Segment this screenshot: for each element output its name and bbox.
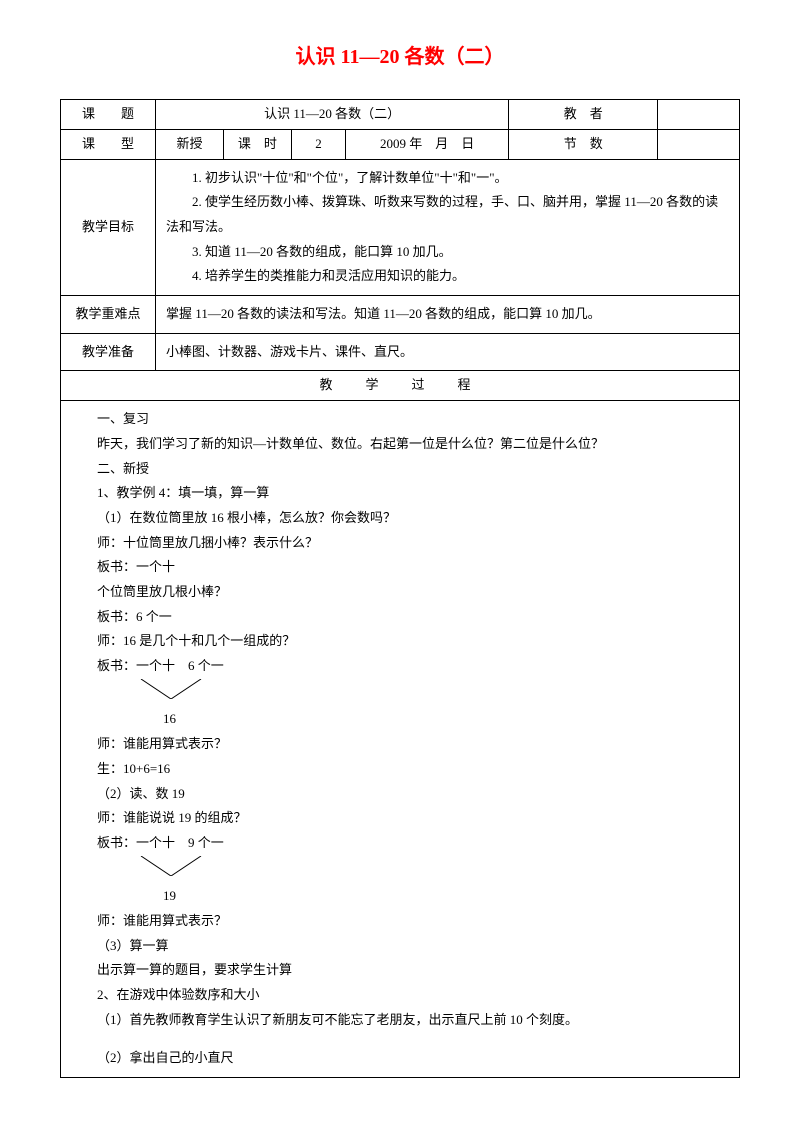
value-keypoints: 掌握 11—20 各数的读法和写法。知道 11—20 各数的组成，能口算 10 … [156, 296, 740, 334]
p16b: 19 [163, 884, 729, 909]
process-body: 一、复习 昨天，我们学习了新的知识—计数单位、数位。右起第一位是什么位？第二位是… [61, 401, 740, 1078]
value-type: 新授 [156, 129, 224, 159]
p21: （1）首先教师教育学生认识了新朋友可不能忘了老朋友，出示直尺上前 10 个刻度。 [71, 1008, 729, 1033]
p3: 二、新授 [71, 457, 729, 482]
p7: 板书：一个十 [71, 555, 729, 580]
label-type: 课 型 [61, 129, 156, 159]
v-lines-icon [131, 856, 211, 876]
row-keypoints: 教学重难点 掌握 11—20 各数的读法和写法。知道 11—20 各数的组成，能… [61, 296, 740, 334]
p14: （2）读、数 19 [71, 782, 729, 807]
page-title: 认识 11—20 各数（二） [60, 40, 740, 69]
p10: 师：16 是几个十和几个一组成的？ [71, 629, 729, 654]
p4: 1、教学例 4：填一填，算一算 [71, 481, 729, 506]
p11b: 16 [163, 707, 729, 732]
p22: （2）拿出自己的小直尺 [71, 1046, 729, 1071]
label-keypoints: 教学重难点 [61, 296, 156, 334]
value-topic: 认识 11—20 各数（二） [156, 100, 509, 130]
p6: 师：十位筒里放几捆小棒？表示什么？ [71, 531, 729, 556]
row-goals: 教学目标 1. 初步认识"十位"和"个位"，了解计数单位"十"和"一"。 2. … [61, 159, 740, 295]
p11: 板书：一个十 6 个一 [71, 654, 729, 679]
p9: 板书：6 个一 [71, 605, 729, 630]
p20: 2、在游戏中体验数序和大小 [71, 983, 729, 1008]
p18: （3）算一算 [71, 934, 729, 959]
value-date: 2009 年 月 日 [346, 129, 509, 159]
label-goals: 教学目标 [61, 159, 156, 295]
value-prep: 小棒图、计数器、游戏卡片、课件、直尺。 [156, 333, 740, 371]
label-teacher: 教 者 [509, 100, 658, 130]
value-teacher [658, 100, 740, 130]
value-period: 2 [291, 129, 345, 159]
label-topic: 课 题 [61, 100, 156, 130]
row-process-header: 教 学 过 程 [61, 371, 740, 401]
goal-line1: 1. 初步认识"十位"和"个位"，了解计数单位"十"和"一"。 [166, 166, 729, 191]
value-goals: 1. 初步认识"十位"和"个位"，了解计数单位"十"和"一"。 2. 使学生经历… [156, 159, 740, 295]
p15: 师：谁能说说 19 的组成？ [71, 806, 729, 831]
p1: 一、复习 [71, 407, 729, 432]
row-topic: 课 题 认识 11—20 各数（二） 教 者 [61, 100, 740, 130]
spacer [71, 1032, 729, 1046]
lesson-table: 课 题 认识 11—20 各数（二） 教 者 课 型 新授 课 时 2 2009… [60, 99, 740, 1078]
p17: 师：谁能用算式表示？ [71, 909, 729, 934]
label-period: 课 时 [223, 129, 291, 159]
label-count: 节 数 [509, 129, 658, 159]
goal-line2: 2. 使学生经历数小棒、拨算珠、听数来写数的过程，手、口、脑并用，掌握 11—2… [166, 190, 729, 239]
row-process-body: 一、复习 昨天，我们学习了新的知识—计数单位、数位。右起第一位是什么位？第二位是… [61, 401, 740, 1078]
v-lines-icon [131, 679, 211, 699]
label-prep: 教学准备 [61, 333, 156, 371]
row-type: 课 型 新授 课 时 2 2009 年 月 日 节 数 [61, 129, 740, 159]
vshape1 [71, 679, 729, 708]
goal-line3: 3. 知道 11—20 各数的组成，能口算 10 加几。 [166, 240, 729, 265]
p16: 板书：一个十 9 个一 [71, 831, 729, 856]
process-header: 教 学 过 程 [61, 371, 740, 401]
goal-line4: 4. 培养学生的类推能力和灵活应用知识的能力。 [166, 264, 729, 289]
p8: 个位筒里放几根小棒？ [71, 580, 729, 605]
p12: 师：谁能用算式表示？ [71, 732, 729, 757]
vshape2 [71, 856, 729, 885]
value-count [658, 129, 740, 159]
p5: （1）在数位筒里放 16 根小棒，怎么放？你会数吗？ [71, 506, 729, 531]
p2: 昨天，我们学习了新的知识—计数单位、数位。右起第一位是什么位？第二位是什么位？ [71, 432, 729, 457]
row-prep: 教学准备 小棒图、计数器、游戏卡片、课件、直尺。 [61, 333, 740, 371]
p19: 出示算一算的题目，要求学生计算 [71, 958, 729, 983]
p13: 生：10+6=16 [71, 757, 729, 782]
